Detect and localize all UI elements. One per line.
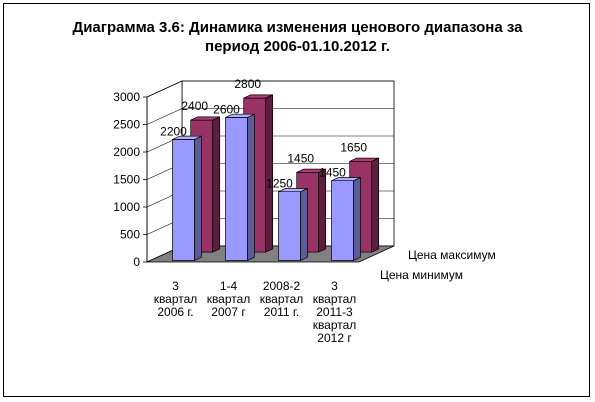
bar-min-top [172, 135, 202, 140]
y-tick-label: 1000 [113, 200, 140, 214]
x-tick-label: 3 [331, 279, 338, 293]
bar-max-top [296, 168, 326, 173]
bar-min-top [331, 177, 361, 182]
bar-min-front [278, 191, 301, 261]
y-tick-label: 1500 [113, 173, 140, 187]
bar-min-side [247, 113, 255, 261]
bar-max-top [243, 94, 273, 99]
legend-series-max: Цена максимум [408, 248, 496, 262]
bar-min-front [172, 139, 195, 261]
y-tick-label: 2500 [113, 118, 140, 132]
x-tick-label: квартал [207, 292, 251, 306]
bar-min-front [331, 180, 354, 261]
x-tick-label: 2011-3 [316, 305, 353, 319]
bar-min-side [353, 176, 361, 261]
bar-min-front [225, 117, 248, 261]
data-label-max: 2400 [181, 99, 208, 113]
x-tick-label: квартал [154, 292, 198, 306]
bar-max-side [265, 94, 274, 253]
chart-title-line-1: Диаграмма 3.6: Динамика изменения ценово… [72, 19, 523, 36]
x-tick-label: квартал [260, 292, 304, 306]
bar-max-side [318, 168, 327, 253]
data-label-min: 1450 [319, 166, 346, 180]
x-tick-label: 2008-2 [263, 279, 301, 293]
x-tick-label: 2012 г [317, 331, 352, 345]
chart-title: Диаграмма 3.6: Динамика изменения ценово… [4, 18, 591, 56]
gridline [146, 108, 394, 125]
legend-series-min: Цена минимум [380, 268, 463, 282]
y-tick-label: 0 [133, 255, 140, 269]
bar-max-top [349, 157, 379, 162]
bar-max-side [212, 116, 221, 253]
x-tick-label: 2007 г [211, 305, 246, 319]
y-tick-label: 2000 [113, 145, 140, 159]
bar-min-top [225, 113, 255, 118]
y-tick-label: 500 [120, 228, 140, 242]
x-tick-label: 1-4 [220, 279, 238, 293]
x-tick-label: квартал [313, 318, 357, 332]
data-label-max: 1650 [340, 140, 367, 154]
bar-max-side [371, 157, 380, 253]
data-label-min: 2200 [160, 124, 187, 138]
data-label-max: 2800 [234, 77, 261, 91]
bar-min-side [194, 135, 202, 261]
x-tick-label: 2011 г. [264, 305, 299, 319]
x-tick-label: квартал [313, 292, 357, 306]
data-label-max: 1450 [287, 151, 314, 165]
data-label-min: 1250 [266, 177, 293, 191]
bar-min-top [278, 188, 308, 193]
bar-min-side [300, 187, 308, 261]
x-tick-label: 2006 г. [157, 305, 193, 319]
chart-frame: Диаграмма 3.6: Динамика изменения ценово… [3, 3, 590, 397]
bar-chart-3d: 0 500 1000 1500 2000 2500 3000 2400 2800 1450 1650… [113, 77, 496, 345]
data-label-min: 2600 [213, 102, 240, 116]
chart-title-line-2: период 2006-01.10.2012 г. [205, 38, 390, 55]
gridline [146, 80, 394, 98]
x-tick-label: 3 [172, 279, 179, 293]
bar-max-top [190, 116, 220, 121]
y-tick-label: 3000 [113, 90, 140, 104]
